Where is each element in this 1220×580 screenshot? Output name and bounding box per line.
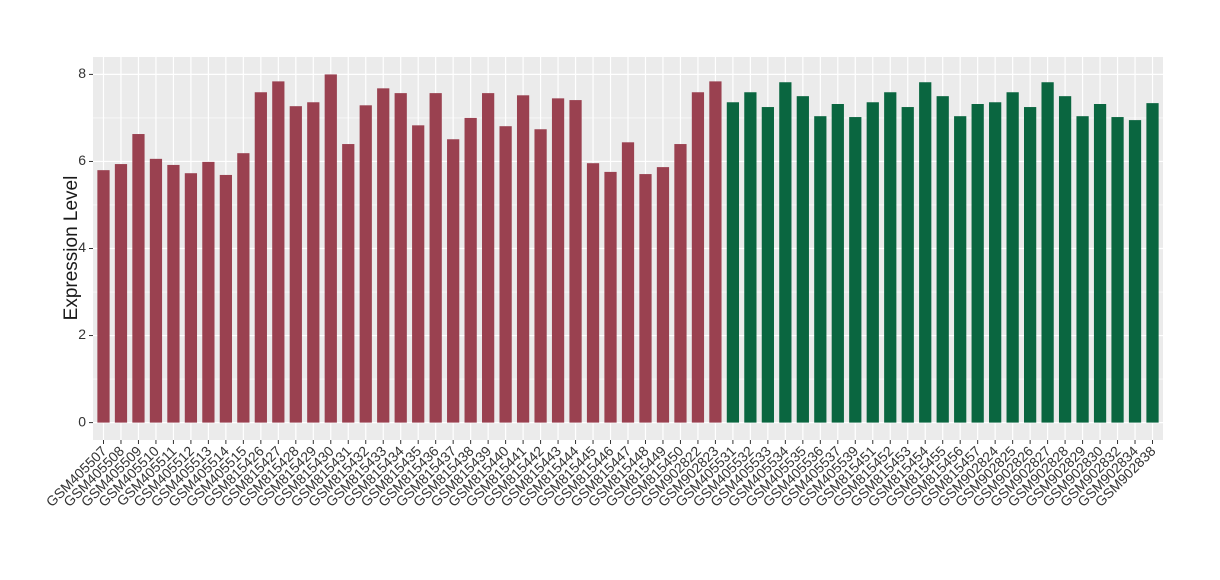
bar <box>1111 117 1124 423</box>
bar <box>656 167 670 423</box>
bar <box>726 102 740 423</box>
bar <box>989 102 1002 423</box>
bar <box>482 93 495 423</box>
y-axis-label: Expression Level <box>61 176 82 321</box>
bar <box>709 81 722 423</box>
y-tick-label: 4 <box>78 239 86 255</box>
bar <box>814 116 827 423</box>
bar <box>919 82 932 423</box>
bar <box>1024 107 1037 423</box>
bar <box>586 163 600 423</box>
bar <box>936 96 949 423</box>
y-tick-label: 0 <box>78 413 86 429</box>
bar <box>289 106 302 423</box>
bar <box>1076 116 1089 423</box>
bar <box>149 158 163 423</box>
bar <box>324 74 337 423</box>
bar <box>447 139 460 423</box>
bar <box>604 171 617 423</box>
bar <box>831 104 844 423</box>
bar <box>971 104 984 423</box>
bar <box>219 174 232 423</box>
bar <box>1093 104 1107 423</box>
bar <box>954 116 967 423</box>
bar <box>272 81 285 423</box>
bar <box>307 102 320 423</box>
y-tick-label: 2 <box>78 326 86 342</box>
bar <box>621 142 635 423</box>
bar <box>254 92 267 423</box>
bar <box>184 173 198 423</box>
bar <box>412 125 425 423</box>
bar <box>114 164 128 423</box>
bar <box>691 92 705 423</box>
bar <box>1146 103 1159 423</box>
bar <box>779 82 792 423</box>
bar <box>639 174 652 423</box>
bar <box>202 161 215 423</box>
bar <box>761 107 774 423</box>
bar <box>1006 92 1019 423</box>
bar <box>796 96 809 423</box>
bar <box>884 92 897 423</box>
bar <box>901 107 914 423</box>
y-tick-label: 6 <box>78 152 86 168</box>
bar <box>237 153 250 423</box>
bar <box>97 170 110 423</box>
bar <box>674 144 687 423</box>
bar <box>1041 82 1054 423</box>
bar <box>551 98 565 423</box>
bar <box>534 129 547 423</box>
bar <box>394 93 407 423</box>
bar <box>132 134 145 423</box>
bar <box>167 164 180 423</box>
bar <box>744 92 757 423</box>
y-tick-label: 8 <box>78 65 86 81</box>
bar <box>866 102 879 423</box>
bar <box>342 144 355 423</box>
bar <box>569 100 582 423</box>
bar <box>499 126 512 423</box>
bar <box>849 117 862 423</box>
bar <box>429 93 442 423</box>
bar <box>464 117 477 423</box>
bar <box>516 95 530 423</box>
bar <box>359 105 372 423</box>
bar <box>1058 96 1072 423</box>
bar <box>377 88 390 423</box>
bar <box>1128 120 1142 423</box>
